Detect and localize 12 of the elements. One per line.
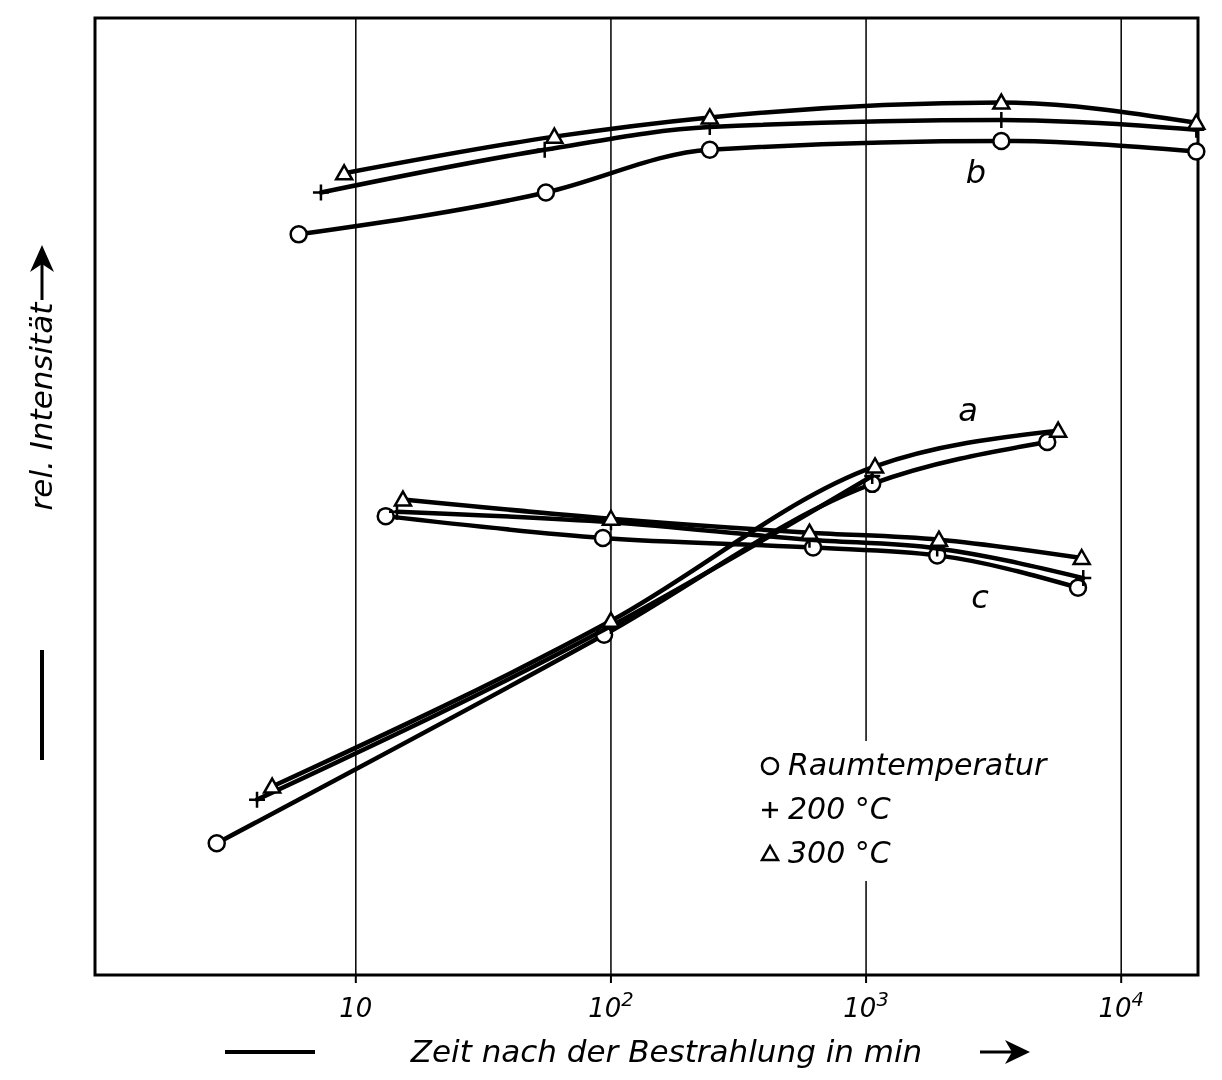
x-axis-title: Zeit nach der Bestrahlung in min	[409, 1033, 923, 1069]
annotation: a	[958, 391, 978, 429]
x-tick-label: 10$^{3}$	[843, 987, 889, 1023]
legend-label: 300 °C	[788, 835, 891, 870]
x-tick-label: 10	[339, 993, 373, 1023]
legend-label: 200 °C	[788, 791, 891, 826]
x-tick-label: 10$^{2}$	[588, 987, 634, 1023]
x-tick-label: 10$^{4}$	[1098, 987, 1144, 1023]
annotation: c	[971, 578, 990, 616]
annotation: b	[965, 153, 987, 191]
y-axis-title: rel. Intensität	[23, 300, 59, 511]
legend-label: Raumtemperatur	[788, 747, 1048, 782]
